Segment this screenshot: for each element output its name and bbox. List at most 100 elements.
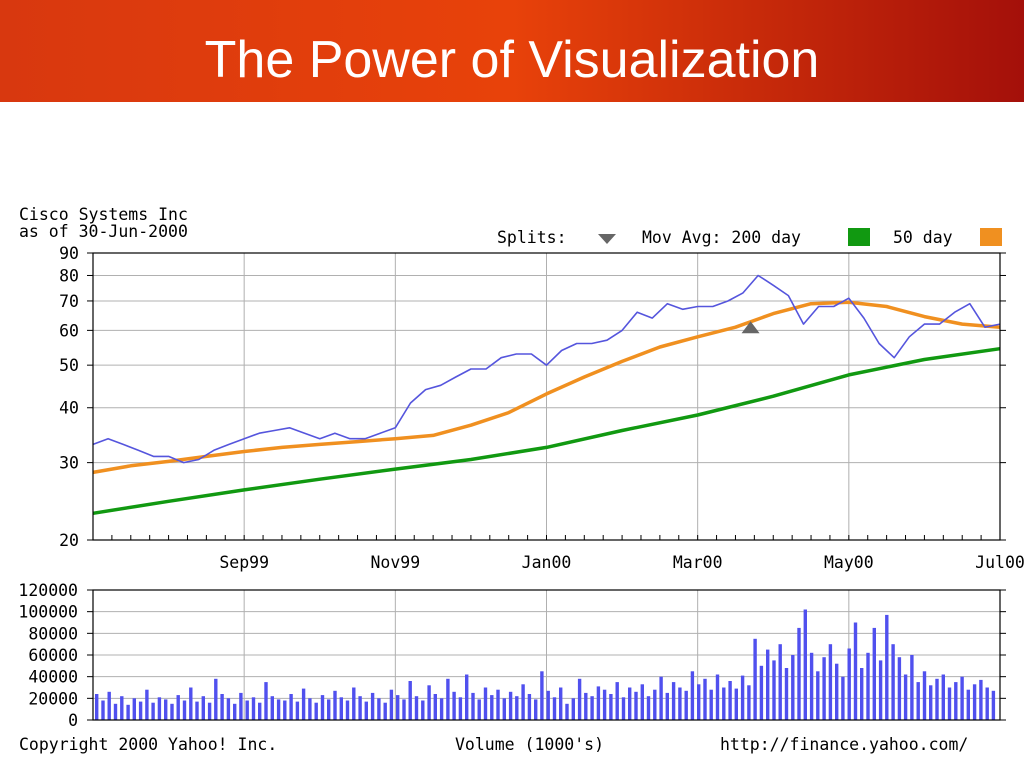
- volume-bar: [132, 698, 136, 720]
- volume-label: Volume (1000's): [455, 735, 604, 754]
- volume-bar: [690, 671, 695, 721]
- volume-bar: [465, 674, 469, 720]
- volume-bar: [258, 702, 262, 720]
- volume-bar: [138, 701, 143, 720]
- volume-ytick-label: 0: [68, 711, 78, 730]
- price-ytick-label: 20: [59, 531, 79, 550]
- volume-bar: [985, 687, 989, 720]
- volume-bar: [697, 684, 701, 721]
- volume-bar: [170, 703, 174, 721]
- volume-bar: [521, 684, 525, 721]
- volume-bar: [728, 681, 732, 720]
- volume-bar: [709, 689, 713, 720]
- volume-bar: [527, 694, 532, 720]
- volume-bar: [239, 692, 243, 720]
- volume-bar: [972, 684, 977, 721]
- volume-bar: [270, 696, 274, 720]
- volume-bar: [665, 692, 669, 720]
- volume-bar: [233, 703, 237, 721]
- volume-bar: [396, 695, 400, 720]
- volume-bar: [251, 697, 256, 721]
- source-url: http://finance.yahoo.com/: [720, 735, 968, 754]
- legend-50day-swatch: [980, 228, 1002, 246]
- volume-bar: [107, 691, 111, 720]
- volume-bar: [201, 696, 205, 720]
- volume-ytick-label: 100000: [18, 603, 78, 622]
- slide-title: The Power of Visualization: [204, 31, 820, 89]
- volume-bar: [678, 687, 682, 720]
- volume-bar: [596, 686, 601, 720]
- volume-bar: [602, 689, 607, 720]
- volume-bar: [866, 652, 870, 720]
- volume-bar: [903, 674, 908, 720]
- volume-bar: [885, 614, 889, 720]
- date-tick-label: Jul00: [975, 553, 1024, 572]
- volume-bar: [784, 668, 789, 720]
- volume-bar: [289, 694, 293, 720]
- volume-bar: [452, 691, 456, 720]
- volume-bar: [621, 697, 626, 721]
- split-legend-icon: [598, 234, 616, 244]
- volume-bar: [490, 695, 494, 720]
- volume-bar: [766, 649, 770, 720]
- volume-bar: [358, 696, 362, 720]
- volume-ytick-label: 80000: [28, 624, 78, 643]
- volume-bar: [283, 700, 287, 720]
- volume-bar: [339, 697, 343, 721]
- splits-label: Splits:: [497, 228, 567, 247]
- volume-bar: [120, 696, 124, 720]
- volume-bar: [427, 685, 431, 720]
- volume-bar: [628, 687, 632, 720]
- volume-bar: [878, 660, 883, 720]
- volume-bar: [176, 695, 180, 720]
- volume-bar: [408, 681, 412, 720]
- volume-bar: [433, 694, 437, 720]
- volume-bar: [552, 697, 557, 721]
- volume-bar: [508, 691, 513, 720]
- fifty-day-label: 50 day: [893, 228, 953, 247]
- volume-bar: [327, 699, 331, 720]
- volume-bar: [571, 698, 575, 720]
- as-of-date: as of 30-Jun-2000: [19, 222, 188, 241]
- volume-bar: [947, 687, 952, 720]
- volume-bar: [734, 688, 738, 720]
- volume-bar: [276, 699, 281, 720]
- volume-bar: [295, 701, 300, 720]
- volume-bar: [446, 678, 450, 720]
- volume-bar: [439, 698, 444, 720]
- price-plot-frame: [92, 252, 1001, 541]
- volume-bar: [414, 696, 419, 720]
- price-ytick-label: 70: [59, 292, 79, 311]
- volume-bar: [960, 676, 964, 720]
- price-axis-ticks: 20 30 40 50 60 70 80 90: [59, 244, 1006, 550]
- volume-bar: [634, 691, 638, 720]
- volume-bar: [941, 674, 945, 720]
- volume-bar: [383, 702, 387, 720]
- volume-bar: [145, 689, 149, 720]
- volume-bar: [389, 689, 394, 720]
- volume-bar: [364, 701, 368, 720]
- volume-bar: [910, 655, 914, 720]
- volume-bar: [226, 698, 231, 720]
- volume-bar: [847, 648, 851, 720]
- volume-bar: [646, 696, 651, 720]
- volume-bar: [301, 688, 306, 720]
- volume-bar: [828, 644, 833, 720]
- volume-bar: [671, 682, 676, 720]
- price-ytick-label: 30: [59, 454, 79, 473]
- date-tick-label: Mar00: [673, 553, 723, 572]
- date-tick-label: Jan00: [522, 553, 572, 572]
- volume-bar: [772, 660, 776, 720]
- volume-bar: [703, 678, 707, 720]
- volume-ytick-label: 120000: [18, 581, 78, 600]
- volume-bar: [502, 698, 506, 720]
- volume-bar: [860, 668, 864, 720]
- volume-bar: [615, 682, 619, 720]
- movavg-label: Mov Avg: 200 day: [642, 228, 801, 247]
- title-banner: [0, 0, 1024, 102]
- volume-bar: [809, 652, 814, 720]
- volume-bar: [333, 690, 337, 721]
- volume-bar: [929, 685, 933, 720]
- volume-bar: [377, 698, 381, 720]
- price-ytick-label: 40: [59, 399, 79, 418]
